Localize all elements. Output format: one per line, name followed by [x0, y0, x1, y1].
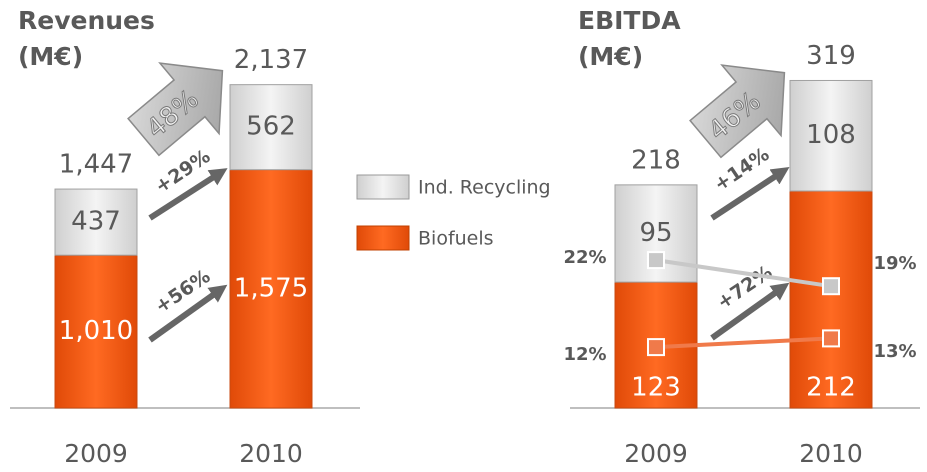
margin-marker [822, 329, 840, 348]
margin-marker [822, 277, 840, 296]
total-label: 319 [806, 41, 856, 71]
growth-label: +56% [151, 265, 214, 318]
chart-subtitle: (M€) [578, 42, 643, 71]
bar-segment [229, 169, 313, 409]
data-label: 95 [639, 218, 672, 248]
bar-segment [229, 84, 313, 171]
bar-segment [789, 190, 873, 409]
legend-swatch [356, 174, 410, 200]
total-label: 1,447 [59, 150, 133, 180]
growth-arrow-line [148, 168, 228, 221]
growth-arrow-line [710, 282, 790, 341]
x-tick-label: 2010 [799, 439, 863, 468]
bar-segment [789, 79, 873, 192]
chart-subtitle: (M€) [18, 42, 83, 71]
x-tick-label: 2010 [239, 439, 303, 468]
data-label: 123 [631, 373, 681, 403]
legend-label: Ind. Recycling [418, 177, 551, 199]
arrow-shape [127, 62, 224, 157]
margin-marker [647, 338, 665, 357]
arrow-shape [689, 64, 786, 159]
data-label: 562 [246, 112, 296, 142]
margin-label: 12% [563, 344, 606, 365]
chart-title: EBITDA [578, 6, 681, 35]
total-label: 2,137 [234, 45, 308, 75]
x-tick-label: 2009 [64, 439, 128, 468]
data-label: 212 [806, 373, 856, 403]
total-label: 218 [631, 145, 681, 175]
x-tick-label: 2009 [624, 439, 688, 468]
margin-line [655, 258, 832, 289]
bar-segment [54, 254, 138, 409]
margin-marker [647, 251, 665, 270]
bar-segment [54, 188, 138, 256]
legend-swatch [356, 225, 410, 251]
data-label: 108 [806, 120, 856, 150]
data-label: 1,010 [59, 316, 133, 346]
margin-label: 22% [563, 247, 606, 268]
growth-arrow-line [710, 167, 790, 221]
data-label: 437 [71, 207, 121, 237]
growth-arrow-line [148, 284, 228, 343]
legend-label: Biofuels [418, 228, 494, 250]
margin-label: 13% [873, 341, 916, 362]
margin-line [655, 336, 832, 350]
data-label: 1,575 [234, 273, 308, 303]
chart-title: Revenues [18, 6, 155, 35]
margin-label: 19% [873, 253, 916, 274]
